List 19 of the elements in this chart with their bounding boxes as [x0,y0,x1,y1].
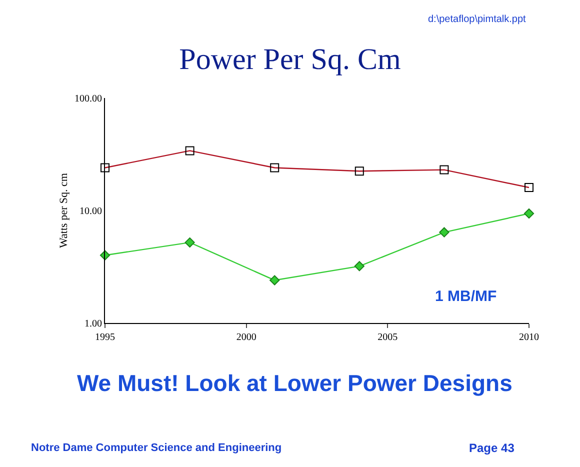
point [524,208,534,219]
y-tick-label: 100.00 [74,94,102,104]
annotation: 1 MB/MF [435,288,497,305]
x-tick-label: 2005 [378,332,398,343]
text: Notre Dame Computer Science and Engineering [31,442,282,454]
point [354,261,364,272]
point [184,237,195,248]
point [270,275,280,286]
point [439,227,450,238]
y-axis-title: Watts per Sq. cm [58,172,70,248]
y-tick-label: 10.00 [80,206,102,217]
y-tick-label: 1.00 [84,318,102,330]
x-tick-label: 1995 [95,332,115,343]
x-tick-label: 2000 [236,332,256,343]
text: Page 43 [469,441,515,455]
text: We Must! Look at Lower Power Designs [77,370,512,396]
chart-title: Power Per Sq. Cm [179,42,401,76]
text: d:\petaflop\pimtalk.ppt [428,14,526,25]
x-tick-label: 2010 [519,332,539,343]
